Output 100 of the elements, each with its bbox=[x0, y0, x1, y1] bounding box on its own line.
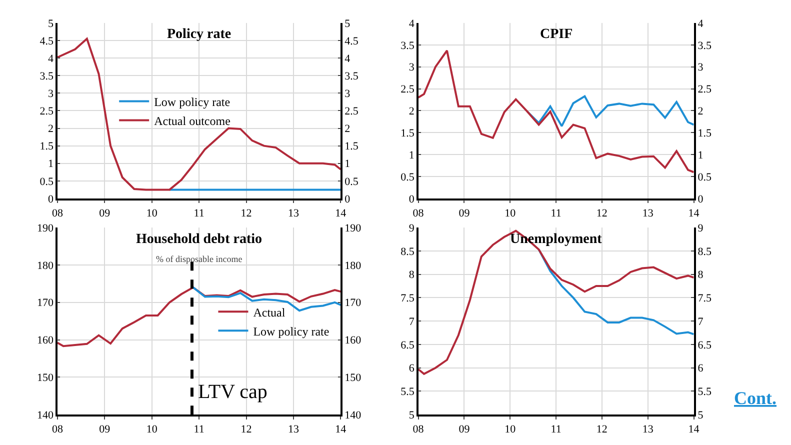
y-tick-label: 6 bbox=[408, 362, 415, 375]
ref-line-label: LTV cap bbox=[198, 381, 268, 403]
y-tick-label: 6.5 bbox=[400, 339, 415, 352]
y-tick-label: 8 bbox=[408, 269, 415, 282]
y2-tick-label: 0.5 bbox=[698, 171, 712, 184]
x-tick-label: 09 bbox=[99, 207, 111, 220]
x-tick-label: 12 bbox=[596, 424, 608, 436]
y-tick-label: 160 bbox=[36, 334, 54, 347]
y-tick-label: 0.5 bbox=[400, 171, 415, 184]
y-tick-label: 7.5 bbox=[400, 292, 415, 305]
y-tick-label: 0.5 bbox=[40, 176, 54, 188]
y-tick-label: 180 bbox=[36, 260, 54, 272]
y-tick-label: 2.5 bbox=[40, 106, 54, 118]
y2-tick-label: 140 bbox=[344, 409, 362, 422]
chart-title: CPIF bbox=[540, 27, 573, 42]
x-tick-label: 09 bbox=[99, 424, 111, 436]
y2-tick-label: 180 bbox=[344, 260, 362, 272]
y-tick-label: 4 bbox=[48, 52, 54, 65]
x-tick-label: 08 bbox=[52, 424, 64, 436]
y-tick-label: 0 bbox=[408, 193, 415, 206]
y2-tick-label: 7.5 bbox=[698, 292, 712, 305]
y2-tick-label: 2 bbox=[344, 123, 350, 136]
x-tick-label: 13 bbox=[288, 207, 300, 220]
y2-tick-label: 4.5 bbox=[344, 35, 359, 48]
y2-tick-label: 1 bbox=[698, 149, 704, 162]
legend-label: Actual outcome bbox=[154, 114, 230, 128]
y-tick-label: 170 bbox=[36, 297, 54, 310]
y2-tick-label: 1 bbox=[344, 158, 350, 170]
line-series bbox=[57, 286, 341, 348]
legend-label: Low policy rate bbox=[154, 94, 230, 109]
y2-tick-label: 6 bbox=[698, 362, 704, 375]
y2-tick-label: 2.5 bbox=[698, 84, 712, 96]
y2-tick-label: 5 bbox=[344, 18, 351, 30]
x-tick-label: 11 bbox=[550, 424, 562, 436]
y2-tick-label: 1.5 bbox=[698, 128, 712, 140]
y-tick-label: 1.5 bbox=[40, 140, 54, 153]
y2-tick-label: 2 bbox=[698, 106, 704, 118]
y2-tick-label: 9 bbox=[698, 222, 704, 234]
y2-tick-label: 2.5 bbox=[344, 106, 359, 118]
x-tick-label: 09 bbox=[458, 424, 470, 436]
x-tick-label: 14 bbox=[688, 207, 700, 220]
y-tick-label: 3.5 bbox=[40, 70, 54, 82]
y2-tick-label: 4 bbox=[698, 18, 704, 30]
y-tick-label: 1 bbox=[408, 149, 414, 162]
y-tick-label: 0 bbox=[48, 193, 54, 206]
y2-tick-label: 8.5 bbox=[698, 246, 712, 258]
y2-tick-label: 4 bbox=[344, 52, 351, 65]
y-tick-label: 8.5 bbox=[400, 246, 415, 258]
x-tick-label: 08 bbox=[412, 424, 424, 436]
x-tick-label: 14 bbox=[688, 424, 700, 436]
y2-tick-label: 0 bbox=[698, 193, 704, 206]
y2-tick-label: 7 bbox=[698, 316, 704, 328]
legend-label: Low policy rate bbox=[253, 324, 330, 338]
x-tick-label: 13 bbox=[288, 424, 300, 436]
y2-tick-label: 5 bbox=[698, 409, 704, 422]
y2-tick-label: 150 bbox=[344, 372, 362, 384]
text: Cont. bbox=[734, 388, 777, 408]
legend-label: Actual bbox=[253, 305, 286, 320]
y2-tick-label: 3 bbox=[344, 88, 351, 100]
y-tick-label: 5 bbox=[48, 18, 54, 30]
y-tick-label: 2 bbox=[48, 123, 54, 136]
x-tick-label: 14 bbox=[335, 424, 347, 436]
y-tick-label: 2 bbox=[408, 106, 414, 118]
y-tick-label: 7 bbox=[408, 316, 415, 328]
y-tick-label: 4 bbox=[408, 18, 415, 30]
y2-tick-label: 170 bbox=[344, 297, 362, 310]
y-tick-label: 3 bbox=[408, 62, 415, 74]
y-tick-label: 3 bbox=[48, 88, 54, 100]
y-tick-label: 4.5 bbox=[40, 35, 54, 48]
y-tick-label: 3.5 bbox=[400, 40, 415, 52]
y2-tick-label: 0.5 bbox=[344, 176, 359, 188]
y-tick-label: 9 bbox=[408, 222, 415, 234]
text: % of disposable income bbox=[156, 254, 242, 264]
chart-title: Policy rate bbox=[167, 27, 232, 42]
x-tick-label: 11 bbox=[550, 207, 562, 220]
x-tick-label: 10 bbox=[504, 424, 516, 436]
x-tick-label: 10 bbox=[146, 424, 158, 436]
y-tick-label: 140 bbox=[36, 409, 54, 422]
y2-tick-label: 3.5 bbox=[698, 40, 712, 52]
y2-tick-label: 0 bbox=[344, 193, 351, 206]
y-tick-label: 5.5 bbox=[400, 386, 415, 398]
y-tick-label: 2.5 bbox=[400, 84, 415, 96]
y2-tick-label: 3.5 bbox=[344, 70, 359, 82]
line-series bbox=[418, 50, 694, 174]
x-tick-label: 12 bbox=[240, 207, 252, 220]
y2-tick-label: 1.5 bbox=[344, 140, 359, 153]
x-tick-label: 11 bbox=[194, 207, 204, 220]
y-tick-label: 1.5 bbox=[400, 128, 415, 140]
x-tick-label: 08 bbox=[52, 207, 64, 220]
y2-tick-label: 190 bbox=[344, 222, 362, 234]
x-tick-label: 09 bbox=[458, 207, 470, 220]
x-tick-label: 10 bbox=[504, 207, 516, 220]
line-series bbox=[418, 230, 694, 375]
x-tick-label: 13 bbox=[642, 424, 654, 436]
y-tick-label: 150 bbox=[36, 372, 54, 384]
x-tick-label: 13 bbox=[642, 207, 654, 220]
line-series bbox=[526, 95, 694, 128]
y2-tick-label: 3 bbox=[698, 62, 704, 74]
chart-title: Household debt ratio bbox=[136, 232, 262, 247]
x-tick-label: 11 bbox=[194, 424, 204, 436]
